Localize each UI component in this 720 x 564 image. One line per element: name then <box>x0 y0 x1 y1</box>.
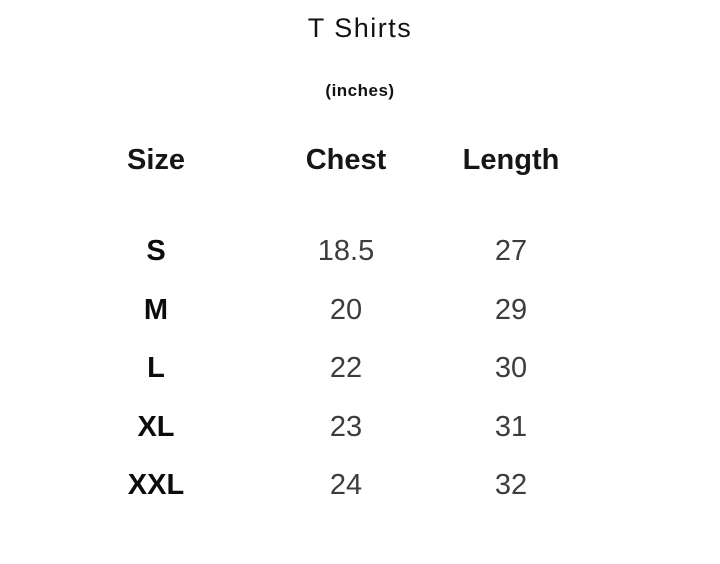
table-row-m: M 20 29 <box>36 281 606 340</box>
length-value: 32 <box>494 469 528 502</box>
table-body: S 18.5 27 M 20 29 L 22 30 XL 23 31 XXL 2… <box>36 222 606 515</box>
chest-value: 18.5 <box>317 235 375 268</box>
table-row-s: S 18.5 27 <box>36 222 606 281</box>
size-label: L <box>147 352 165 385</box>
chest-value: 23 <box>329 410 363 443</box>
chest-value: 20 <box>329 293 363 326</box>
chest-value: 24 <box>329 469 363 502</box>
length-value: 29 <box>494 293 528 326</box>
size-label: M <box>143 293 169 326</box>
units-subtitle: (inches) <box>325 81 395 100</box>
size-label: XXL <box>127 469 185 502</box>
column-header-length: Length <box>462 144 560 176</box>
column-header-chest: Chest <box>305 144 387 176</box>
table-header-row: Size Chest Length <box>36 142 606 178</box>
size-label: S <box>146 235 166 268</box>
page-title: T Shirts <box>307 13 413 43</box>
length-value: 27 <box>494 235 528 268</box>
length-value: 30 <box>494 352 528 385</box>
size-chart-table: Size Chest Length S 18.5 27 M 20 29 L 22… <box>36 142 606 515</box>
column-header-size: Size <box>126 144 186 176</box>
chest-value: 22 <box>329 352 363 385</box>
table-row-xxl: XXL 24 32 <box>36 456 606 515</box>
table-row-l: L 22 30 <box>36 339 606 398</box>
size-label: XL <box>137 410 175 443</box>
length-value: 31 <box>494 410 528 443</box>
table-row-xl: XL 23 31 <box>36 398 606 457</box>
